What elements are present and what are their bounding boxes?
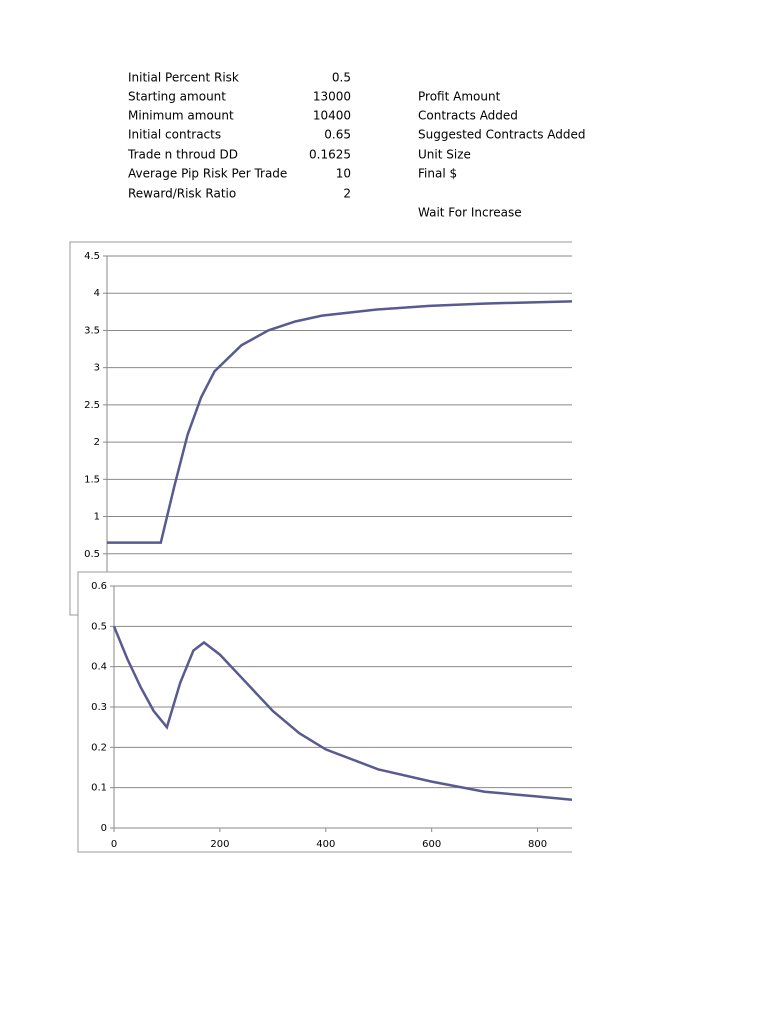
y-tick-label: 1.5 bbox=[84, 474, 100, 485]
data-line bbox=[112, 625, 573, 802]
field-label: Reward/Risk Ratio bbox=[128, 187, 236, 201]
y-tick-label: 4.5 bbox=[84, 251, 100, 262]
y-tick-label: 0.6 bbox=[91, 581, 107, 592]
x-tick-label: 400 bbox=[316, 839, 335, 850]
chart-background bbox=[78, 572, 572, 852]
x-tick-label: 600 bbox=[422, 839, 441, 850]
field-value: 13000 bbox=[313, 90, 351, 104]
y-tick-label: 3.5 bbox=[84, 325, 100, 336]
field-label: Trade n throud DD bbox=[127, 148, 238, 162]
note-label: Suggested Contracts Added bbox=[418, 128, 586, 142]
note-label: Wait For Increase bbox=[418, 206, 522, 220]
y-tick-label: 0.5 bbox=[91, 621, 107, 632]
y-tick-label: 3 bbox=[94, 363, 100, 374]
field-label: Starting amount bbox=[128, 90, 226, 104]
field-value: 10 bbox=[336, 167, 351, 181]
chart-background bbox=[70, 242, 572, 615]
y-tick-label: 0.5 bbox=[84, 549, 100, 560]
note-label: Profit Amount bbox=[418, 90, 501, 104]
x-tick-label: 800 bbox=[528, 839, 547, 850]
y-tick-label: 1 bbox=[94, 512, 100, 523]
field-value: 0.1625 bbox=[309, 148, 351, 162]
chart-frame bbox=[77, 571, 572, 853]
y-tick-label: 2 bbox=[94, 437, 100, 448]
note-label: Unit Size bbox=[418, 148, 471, 162]
data-line bbox=[107, 300, 573, 544]
note-label: Contracts Added bbox=[418, 109, 518, 123]
field-value: 0.65 bbox=[324, 128, 351, 142]
field-value: 10400 bbox=[313, 109, 351, 123]
y-tick-label: 0 bbox=[101, 823, 107, 834]
field-value: 0.5 bbox=[332, 71, 351, 85]
field-label: Minimum amount bbox=[128, 109, 234, 123]
y-tick-label: 0.2 bbox=[91, 742, 107, 753]
y-tick-label: 2.5 bbox=[84, 400, 100, 411]
y-tick-label: 0.4 bbox=[91, 662, 107, 673]
field-label: Initial Percent Risk bbox=[128, 71, 239, 85]
y-tick-label: 0.1 bbox=[91, 783, 107, 794]
field-label: Average Pip Risk Per Trade bbox=[128, 167, 287, 181]
field-value: 2 bbox=[343, 187, 351, 201]
field-label: Initial contracts bbox=[128, 128, 221, 142]
note-label: Final $ bbox=[418, 167, 457, 181]
y-tick-label: 0.3 bbox=[91, 702, 107, 713]
x-tick-label: 0 bbox=[111, 839, 117, 850]
y-tick-label: 4 bbox=[94, 288, 100, 299]
x-tick-label: 200 bbox=[210, 839, 229, 850]
